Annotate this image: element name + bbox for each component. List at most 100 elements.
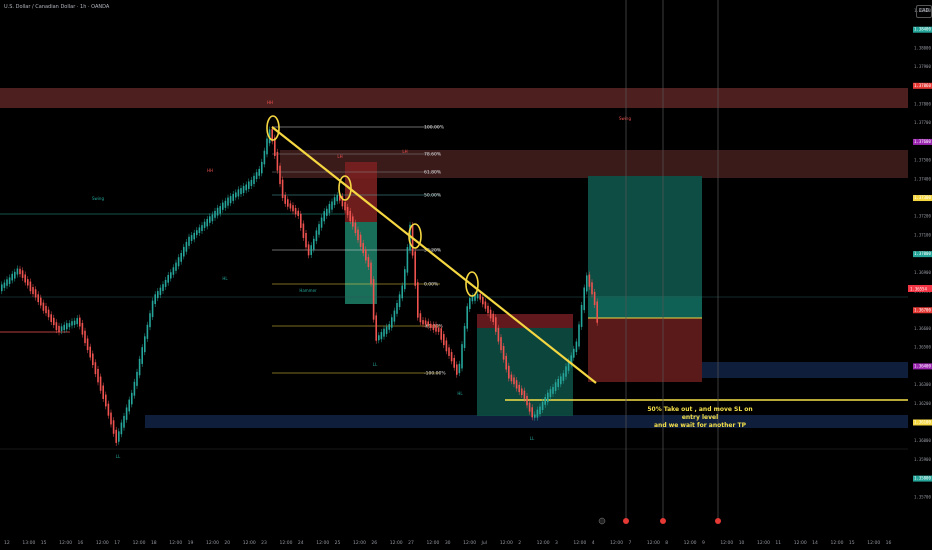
candle-body (281, 179, 284, 199)
candle-body (583, 287, 585, 311)
take-profit-zone-upper (588, 296, 702, 318)
candle-body (502, 346, 505, 360)
candle-body (562, 373, 565, 381)
candle-body (131, 392, 133, 405)
time-axis[interactable] (0, 535, 932, 550)
event-marker[interactable] (598, 517, 606, 525)
candle-body (8, 277, 11, 284)
candle-body (193, 232, 195, 240)
time-label: 12:00 (133, 540, 146, 546)
candle-body (287, 199, 289, 207)
price-label: 1.36200 (914, 401, 931, 406)
candle-body (242, 185, 245, 193)
candle-body (336, 195, 338, 202)
currency-button[interactable]: CAD (916, 5, 932, 18)
time-label: 13:00 (22, 540, 35, 546)
candle-body (149, 313, 151, 328)
candle-body (21, 270, 24, 278)
candle-body (365, 249, 367, 261)
price-label: 1.37400 (914, 176, 931, 181)
candle-body (557, 378, 559, 387)
candle-body (443, 334, 445, 346)
candle-body (128, 399, 130, 412)
candle-body (261, 161, 263, 174)
candle-body (383, 328, 385, 337)
candle-body (183, 246, 185, 257)
candle-body (565, 366, 567, 377)
candle-body (432, 324, 435, 330)
candle-body (305, 232, 307, 248)
candle-body (484, 301, 487, 309)
candle-body (539, 406, 541, 415)
candle-body (94, 362, 97, 375)
candle-body (528, 402, 531, 412)
candle-body (253, 175, 255, 184)
candle-body (1, 284, 3, 292)
candle-body (515, 380, 518, 389)
candle-body (401, 285, 403, 299)
candle-body (258, 168, 260, 176)
chart-title: U.S. Dollar / Canadian Dollar · 1h · OAN… (4, 4, 110, 10)
time-label: 12:00 (573, 540, 586, 546)
structure-marker: LH (337, 154, 342, 159)
time-label: 12:00 (206, 540, 219, 546)
resistance-zone-mid (280, 150, 908, 178)
candle-body (570, 355, 572, 365)
event-marker[interactable] (623, 518, 629, 524)
fib-label: 78.60% (424, 152, 442, 158)
candle-body (50, 314, 52, 323)
candle-body (102, 385, 104, 399)
time-label: Jul (481, 540, 487, 546)
candle-body (419, 313, 422, 323)
candle-body (219, 206, 221, 214)
fib-label: 50.00% (424, 193, 442, 199)
candle-body (63, 324, 65, 331)
price-label: 1.37200 (914, 214, 931, 219)
candle-body (19, 268, 21, 275)
event-marker[interactable] (715, 518, 721, 524)
candle-body (508, 365, 510, 379)
price-label: 1.36700 (914, 307, 931, 312)
candle-body (375, 315, 377, 341)
price-label: 1.37500 (914, 158, 931, 163)
candle-body (313, 238, 315, 250)
time-label: 20 (224, 540, 230, 546)
price-axis[interactable] (908, 0, 932, 535)
candle-body (274, 137, 276, 156)
event-marker[interactable] (660, 518, 666, 524)
candle-body (201, 225, 203, 232)
candle-body (276, 151, 279, 171)
candle-body (586, 275, 588, 292)
candle-body (162, 284, 164, 291)
candle-body (170, 272, 172, 279)
candle-body (359, 234, 362, 247)
candle-body (591, 282, 593, 295)
candle-body (154, 294, 156, 304)
price-tag (913, 26, 932, 33)
candle-body (331, 201, 333, 210)
candle-body (521, 388, 523, 396)
candle-body (248, 181, 250, 189)
time-label: 26 (371, 540, 377, 546)
candle-body (175, 262, 177, 271)
candle-body (222, 202, 224, 210)
candle-body (398, 294, 401, 308)
time-label: 12:00 (353, 540, 366, 546)
price-label: 1.36400 (914, 363, 931, 368)
current-price-label: 1.36554 (910, 287, 927, 292)
candle-body (133, 381, 136, 396)
time-label: 12 (4, 540, 10, 546)
candle-body (29, 281, 32, 292)
downtrend-line[interactable] (271, 126, 597, 384)
candle-body (263, 150, 266, 165)
candle-body (380, 332, 383, 340)
structure-marker: Swing (92, 196, 104, 201)
candle-body (235, 192, 237, 198)
candle-body (554, 382, 557, 391)
candle-body (326, 208, 328, 216)
time-label: 19 (188, 540, 194, 546)
fib-label: 38.20% (424, 248, 442, 254)
structure-marker: HH (267, 100, 273, 105)
candle-body (198, 227, 201, 234)
